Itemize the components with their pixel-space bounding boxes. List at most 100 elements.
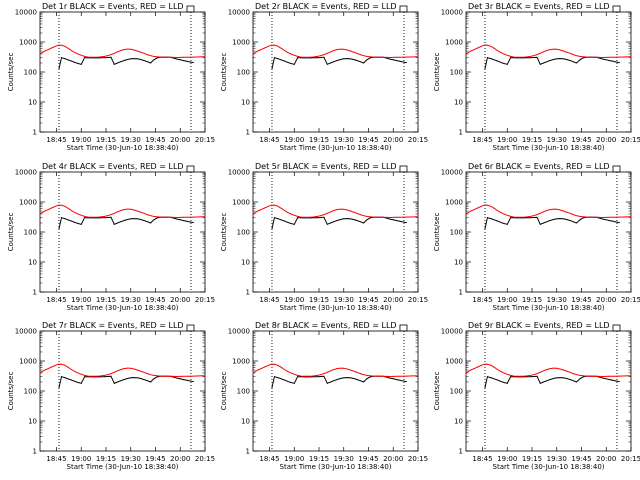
data-point	[630, 216, 632, 218]
data-point	[126, 218, 128, 220]
data-point	[313, 56, 315, 58]
data-point	[113, 52, 115, 54]
data-point	[60, 204, 62, 206]
data-point	[70, 60, 72, 62]
data-point	[369, 375, 371, 377]
data-point	[602, 218, 604, 220]
data-point	[287, 51, 289, 53]
x-tick-label: 20:00	[383, 296, 403, 304]
data-point	[189, 375, 191, 377]
data-point	[44, 210, 46, 212]
data-point	[156, 376, 158, 378]
data-point	[339, 367, 341, 369]
series-line	[39, 44, 206, 59]
data-point	[343, 48, 345, 50]
x-tick-label: 20:15	[621, 296, 640, 304]
data-point	[556, 48, 558, 50]
x-tick-label: 19:30	[121, 296, 141, 304]
y-tick-label: 10000	[228, 169, 250, 177]
data-point	[409, 216, 411, 218]
data-point	[287, 380, 289, 382]
data-point	[585, 216, 587, 218]
y-tick-label: 10000	[441, 169, 463, 177]
data-point	[183, 216, 185, 218]
data-point	[582, 217, 584, 219]
series-line	[484, 56, 620, 69]
panel-title: Det 1r BLACK = Events, RED = LLD	[42, 2, 184, 11]
data-point	[552, 367, 554, 369]
data-point	[176, 377, 178, 379]
data-point	[64, 58, 66, 60]
data-point	[526, 376, 528, 378]
data-point	[579, 219, 581, 221]
data-point	[100, 216, 102, 218]
data-point	[366, 374, 368, 376]
data-point	[569, 219, 571, 221]
data-point	[273, 217, 275, 219]
data-point	[252, 53, 254, 55]
data-point	[133, 58, 135, 60]
data-point	[126, 367, 128, 369]
data-point	[67, 378, 69, 380]
data-point	[110, 56, 112, 58]
data-point	[166, 375, 168, 377]
data-point	[80, 54, 82, 56]
data-point	[257, 50, 259, 52]
data-point	[376, 56, 378, 58]
data-point	[559, 209, 561, 211]
data-point	[257, 369, 259, 371]
data-point	[183, 60, 185, 62]
data-point	[417, 216, 419, 218]
data-point	[556, 367, 558, 369]
data-point	[333, 61, 335, 63]
data-point	[353, 370, 355, 372]
data-point	[123, 219, 125, 221]
data-point	[297, 217, 299, 219]
data-point	[346, 218, 348, 220]
data-point	[336, 219, 338, 221]
data-point	[310, 375, 312, 377]
data-point	[582, 56, 584, 58]
data-point	[599, 216, 601, 218]
data-point	[156, 216, 158, 218]
data-point	[143, 59, 145, 61]
data-point	[349, 377, 351, 379]
data-point	[303, 216, 305, 218]
data-point	[595, 56, 597, 58]
data-point	[264, 47, 266, 49]
data-point	[293, 214, 295, 216]
data-point	[323, 216, 325, 218]
data-point	[320, 216, 322, 218]
x-tick-label: 19:15	[309, 296, 329, 304]
data-point	[618, 56, 620, 58]
data-point	[84, 57, 86, 59]
data-point	[107, 216, 109, 218]
data-point	[386, 56, 388, 58]
data-point	[483, 204, 485, 206]
data-point	[336, 59, 338, 61]
data-point	[252, 372, 254, 374]
data-point	[330, 62, 332, 64]
events-series	[271, 375, 407, 389]
x-tick-label: 19:30	[334, 455, 354, 463]
data-point	[97, 56, 99, 58]
data-point	[615, 375, 617, 377]
data-point	[562, 369, 564, 371]
data-point	[562, 58, 564, 60]
data-point	[506, 373, 508, 375]
data-point	[539, 382, 541, 384]
data-point	[320, 375, 322, 377]
data-point	[70, 369, 72, 371]
data-point	[493, 207, 495, 209]
x-axis-label: Start Time (30-Jun-10 18:38:40)	[280, 463, 392, 471]
panel-title: Det 9r BLACK = Events, RED = LLD	[468, 321, 610, 330]
y-tick-label: 10	[454, 99, 463, 107]
plot-frame	[252, 171, 419, 293]
detector-panel-4: Det 4r BLACK = Events, RED = LLD 1 10 100 10…	[7, 162, 215, 312]
x-tick-label: 19:30	[121, 455, 141, 463]
data-point	[562, 377, 564, 379]
data-point	[70, 210, 72, 212]
data-point	[366, 219, 368, 221]
data-point	[120, 380, 122, 382]
data-point	[192, 62, 194, 64]
